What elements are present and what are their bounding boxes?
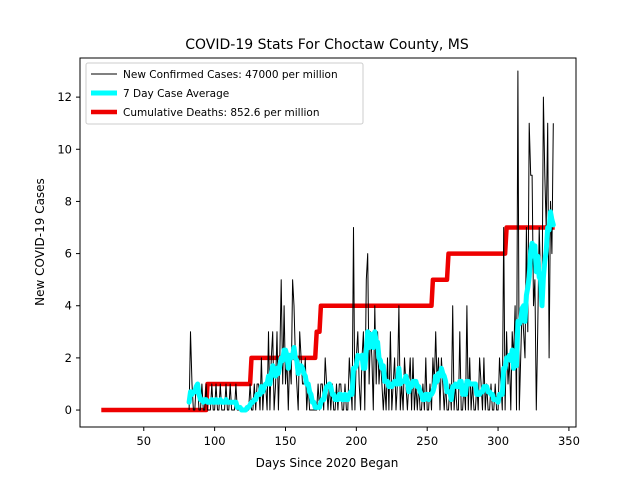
- y-tick-label: 6: [65, 247, 72, 261]
- legend-label: New Confirmed Cases: 47000 per million: [123, 69, 338, 81]
- x-tick-label: 150: [275, 434, 297, 448]
- x-axis-label: Days Since 2020 Began: [256, 456, 399, 470]
- x-tick-label: 200: [345, 434, 367, 448]
- legend-label: 7 Day Case Average: [123, 88, 229, 100]
- chart-title: COVID-19 Stats For Choctaw County, MS: [185, 37, 469, 53]
- x-tick-label: 50: [136, 434, 151, 448]
- y-tick-label: 0: [65, 403, 72, 417]
- y-tick-label: 4: [65, 299, 72, 313]
- series-line-3: [101, 225, 555, 413]
- y-tick-label: 2: [65, 351, 72, 365]
- y-axis-label: New COVID-19 Cases: [33, 178, 47, 306]
- legend: New Confirmed Cases: 47000 per million 7 …: [85, 62, 364, 125]
- x-tick-label: 250: [416, 434, 438, 448]
- plot-area: [79, 57, 577, 428]
- y-tick-label: 8: [65, 194, 72, 208]
- series-line-2: [186, 209, 556, 413]
- plot-frame: [79, 57, 577, 428]
- x-axis: 50 100 150 200 250 300 350: [136, 427, 580, 448]
- y-tick-label: 12: [57, 90, 72, 104]
- y-axis: 0 2 4 6 8 10 12: [57, 90, 80, 417]
- x-tick-label: 300: [487, 434, 509, 448]
- x-tick-label: 100: [204, 434, 226, 448]
- x-tick-label: 350: [558, 434, 580, 448]
- legend-label: Cumulative Deaths: 852.6 per million: [123, 107, 320, 119]
- y-tick-label: 10: [57, 142, 72, 156]
- legend-box: [85, 62, 364, 125]
